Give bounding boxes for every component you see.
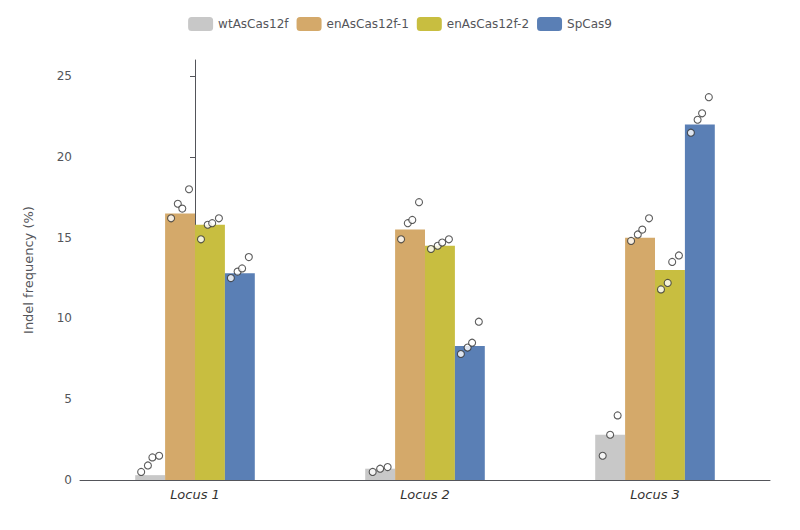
svg-text:5: 5 [64, 392, 72, 406]
svg-text:enAsCas12f-2: enAsCas12f-2 [447, 17, 529, 31]
svg-text:Locus 2: Locus 2 [400, 487, 450, 502]
svg-text:25: 25 [57, 69, 72, 83]
svg-text:enAsCas12f-1: enAsCas12f-1 [327, 17, 409, 31]
svg-text:Locus 1: Locus 1 [170, 487, 220, 502]
svg-text:15: 15 [57, 231, 72, 245]
svg-text:10: 10 [57, 311, 72, 325]
svg-text:Indel frequency (%): Indel frequency (%) [21, 206, 36, 334]
svg-text:wtAsCas12f: wtAsCas12f [218, 17, 289, 31]
svg-text:20: 20 [57, 150, 72, 164]
svg-text:Locus 3: Locus 3 [630, 487, 680, 502]
svg-text:0: 0 [64, 473, 72, 487]
svg-text:SpCas9: SpCas9 [567, 17, 612, 31]
